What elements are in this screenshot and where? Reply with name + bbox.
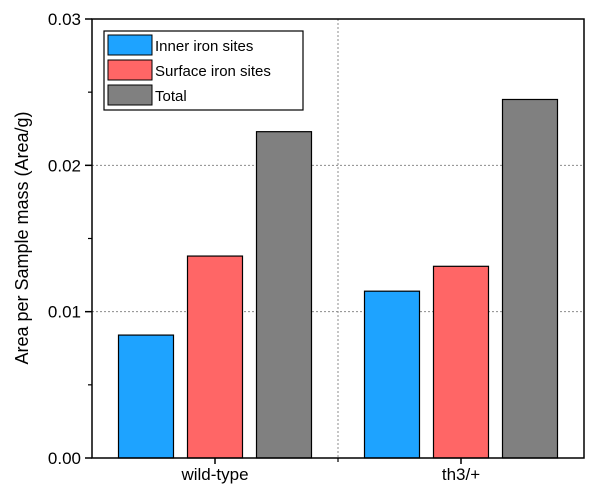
legend-label: Inner iron sites bbox=[155, 38, 253, 55]
x-ticks: wild-type th3/+ bbox=[180, 458, 480, 484]
bar-surface-iron-sites-1 bbox=[432, 265, 490, 459]
y-tick-label: 0.01 bbox=[48, 303, 81, 322]
legend-label: Surface iron sites bbox=[155, 63, 271, 80]
grid-lines bbox=[92, 19, 584, 458]
y-ticks: 0.00 0.01 0.02 0.03 bbox=[48, 10, 92, 468]
x-tick-label: th3/+ bbox=[442, 465, 480, 484]
y-axis-title: Area per Sample mass (Area/g) bbox=[12, 111, 32, 364]
bar-total-0 bbox=[255, 131, 313, 459]
bar-surface-iron-sites-0 bbox=[186, 255, 244, 459]
y-tick-label: 0.02 bbox=[48, 156, 81, 175]
bar-total-1 bbox=[501, 98, 559, 459]
bar-inner-iron-sites-1 bbox=[363, 290, 421, 459]
y-tick-label: 0.03 bbox=[48, 10, 81, 29]
y-tick-label: 0.00 bbox=[48, 449, 81, 468]
x-tick-label: wild-type bbox=[180, 465, 248, 484]
bars bbox=[117, 98, 559, 459]
bar-inner-iron-sites-0 bbox=[117, 334, 175, 459]
legend-label: Total bbox=[155, 88, 187, 105]
legend-swatch bbox=[107, 59, 153, 81]
legend-swatch bbox=[107, 34, 153, 56]
legend: Inner iron sites Surface iron sites Total bbox=[103, 30, 304, 111]
legend-swatch bbox=[107, 84, 153, 106]
